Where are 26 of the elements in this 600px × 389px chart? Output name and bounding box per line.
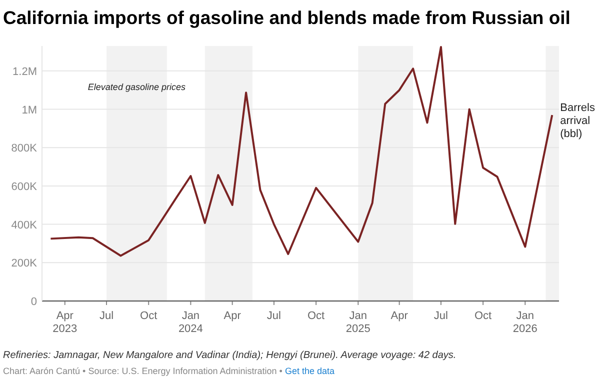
y-tick-label: 400K: [11, 219, 38, 232]
x-tick-label: Apr 2023: [52, 310, 78, 335]
text: Refineries: Jamnagar, New Mangalore and Vadinar (India); Hengyi (Brunei). Average voyage: 42 days.: [3, 350, 456, 361]
y-tick-label: 1.2M: [12, 66, 37, 78]
x-tick-label: Oct: [474, 310, 492, 322]
y-tick-label: 1M: [22, 104, 37, 116]
chart-title: California imports of gasoline and blends made from Russian oil: [3, 7, 570, 28]
x-tick-label: Jul: [99, 310, 114, 322]
line-series: [50, 46, 554, 257]
x-tick-label: Jul: [266, 310, 281, 322]
x-tick-label: Oct: [307, 310, 325, 322]
x-tick-label: Jan 2025: [346, 310, 370, 335]
x-tick-label: Oct: [140, 310, 158, 322]
x-tick-label: Jul: [434, 310, 448, 322]
x-tick-label: Apr: [390, 310, 408, 322]
x-tick-label: Jan 2024: [178, 310, 203, 335]
band-label: Elevated gasoline prices: [88, 82, 186, 92]
x-tick-label: Jan 2026: [512, 310, 538, 335]
series-label: Barrels arrival (bbl): [560, 102, 596, 140]
y-tick-label: 200K: [11, 258, 38, 270]
x-tick-label: Apr: [224, 310, 242, 322]
text: Get the data: [284, 366, 334, 376]
y-tick-label: 600K: [11, 180, 38, 193]
y-tick-label: 800K: [11, 142, 38, 155]
y-tick-label: 0: [30, 296, 37, 308]
text: Chart: Aarón Cantú • Source: U.S. Energy Information Administration •: [3, 366, 285, 376]
